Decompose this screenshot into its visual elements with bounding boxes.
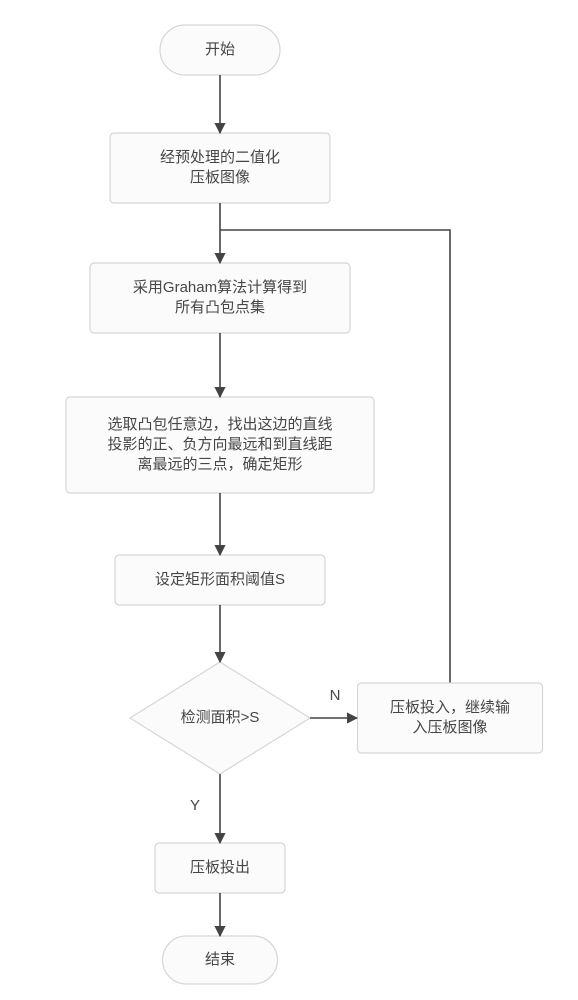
node-start: 开始 — [160, 25, 280, 75]
node-out: 压板投出 — [155, 843, 285, 893]
node-end: 结束 — [163, 936, 278, 984]
node-text: 采用Graham算法计算得到 — [133, 278, 307, 296]
node-text: 经预处理的二值化 — [160, 149, 280, 166]
node-text: 投影的正、负方向最远和到直线距 — [107, 436, 332, 453]
node-text: 所有凸包点集 — [175, 299, 265, 316]
nodes: 开始经预处理的二值化压板图像采用Graham算法计算得到所有凸包点集选取凸包任意… — [66, 25, 543, 984]
node-text: 入压板图像 — [412, 718, 487, 736]
node-graham: 采用Graham算法计算得到所有凸包点集 — [90, 263, 350, 333]
node-text: 压板投出 — [190, 858, 250, 876]
edges-top: YN — [190, 75, 357, 936]
node-decide: 检测面积>S — [130, 662, 310, 774]
node-text: 选取凸包任意边，找出这边的直线 — [107, 415, 332, 433]
node-text: 离最远的三点，确定矩形 — [137, 456, 302, 473]
node-text: 设定矩形面积阈值S — [155, 571, 285, 588]
edge-label: Y — [190, 797, 200, 814]
node-contin: 压板投入，继续输入压板图像 — [358, 683, 543, 753]
node-text: 检测面积>S — [181, 709, 260, 726]
node-text: 结束 — [205, 951, 235, 968]
edge-label: N — [330, 687, 341, 704]
node-text: 压板图像 — [190, 168, 250, 186]
node-text: 开始 — [205, 41, 235, 58]
node-select: 选取凸包任意边，找出这边的直线投影的正、负方向最远和到直线距离最远的三点，确定矩… — [66, 397, 374, 493]
flowchart-canvas: 开始经预处理的二值化压板图像采用Graham算法计算得到所有凸包点集选取凸包任意… — [0, 0, 578, 1000]
node-text: 压板投入，继续输 — [390, 698, 510, 716]
node-preproc: 经预处理的二值化压板图像 — [110, 133, 330, 203]
node-thresh: 设定矩形面积阈值S — [115, 555, 325, 605]
